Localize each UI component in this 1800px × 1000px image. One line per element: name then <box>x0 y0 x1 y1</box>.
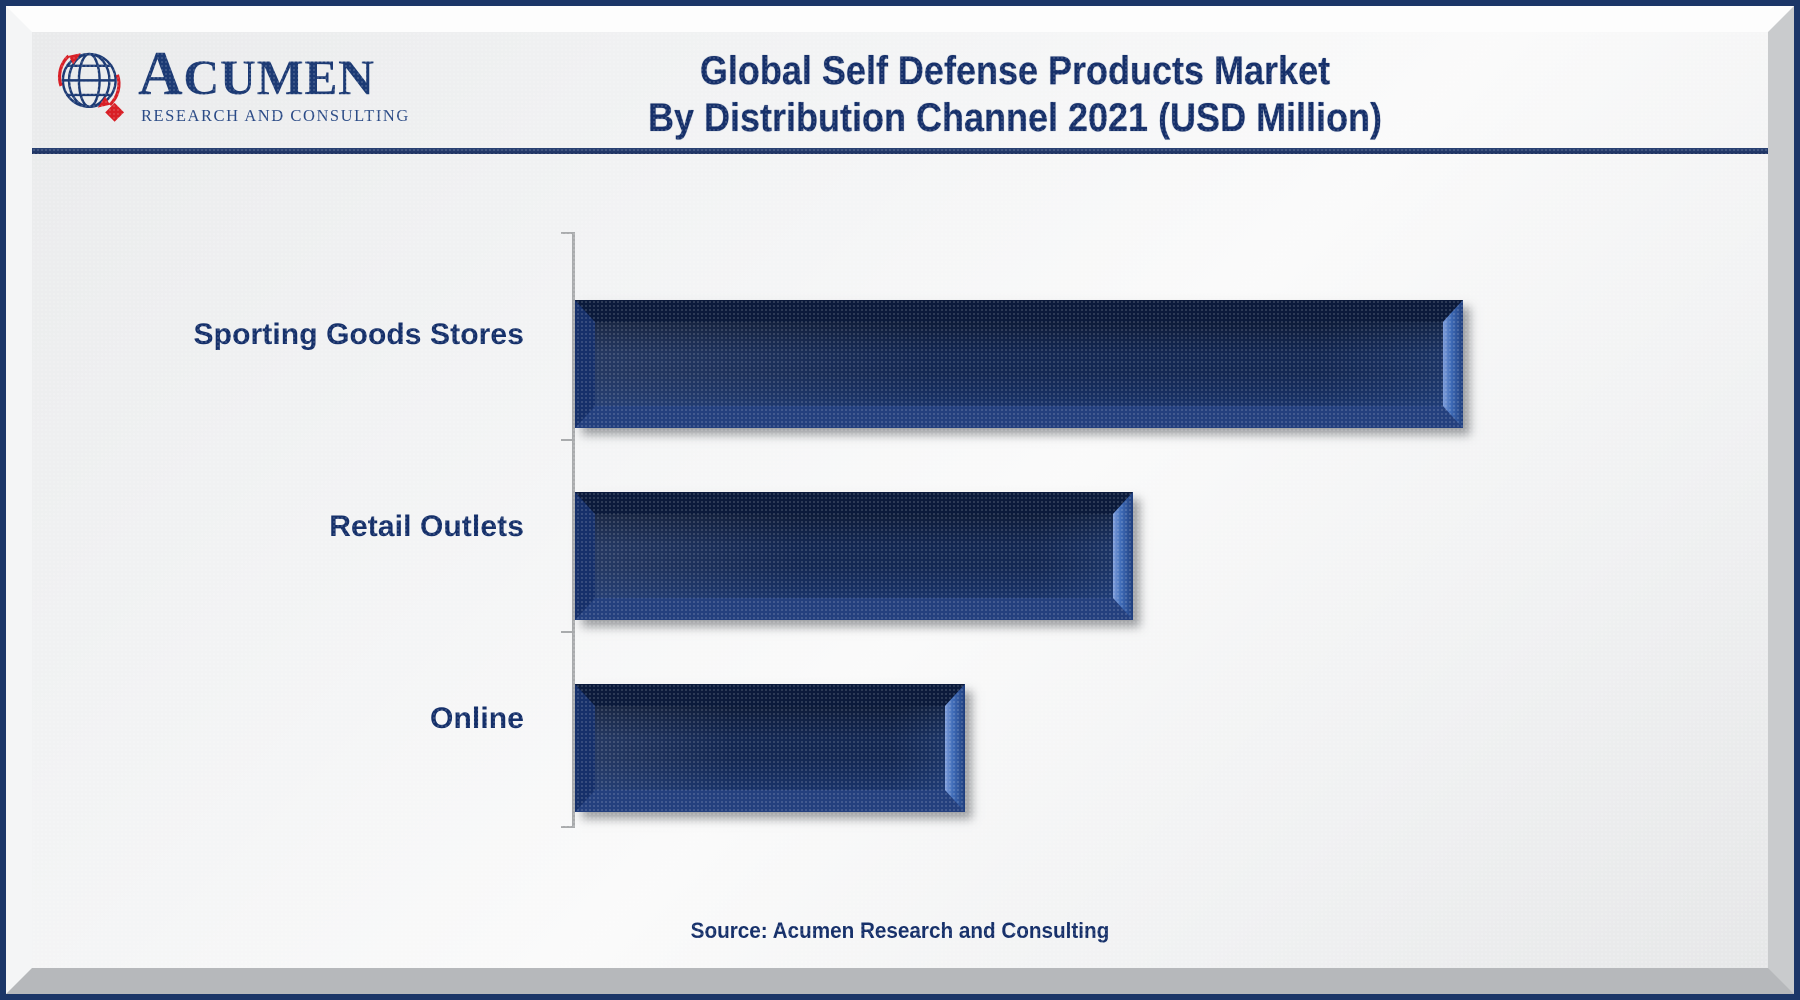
header: ACUMEN RESEARCH AND CONSULTING Global Se… <box>32 32 1768 148</box>
axis-tick <box>561 232 572 234</box>
bar-sporting-goods-stores <box>575 300 1463 428</box>
chart-title: Global Self Defense Products Market By D… <box>647 49 1383 141</box>
bar-fill <box>575 492 1133 620</box>
axis-tick <box>561 826 572 828</box>
bar-fill <box>575 684 965 812</box>
brand-name-initial: A <box>138 40 184 109</box>
brand-wordmark: ACUMEN RESEARCH AND CONSULTING <box>138 43 410 125</box>
plot-area: Sporting Goods Stores Retail Outlets Onl… <box>32 154 1768 968</box>
beveled-frame: ACUMEN RESEARCH AND CONSULTING Global Se… <box>6 6 1794 994</box>
brand-name-rest: CUMEN <box>183 49 375 106</box>
y-axis-line <box>561 232 575 828</box>
globe-icon <box>57 52 125 122</box>
brand-name: ACUMEN <box>138 43 410 106</box>
category-label-online: Online <box>430 702 524 735</box>
bar-retail-outlets <box>575 492 1133 620</box>
category-label-sporting-goods-stores: Sporting Goods Stores <box>193 318 524 351</box>
axis-tick <box>561 439 572 441</box>
chart-canvas: ACUMEN RESEARCH AND CONSULTING Global Se… <box>32 32 1768 968</box>
bar-online <box>575 684 965 812</box>
acumen-logo: ACUMEN RESEARCH AND CONSULTING <box>46 36 408 136</box>
brand-tagline: RESEARCH AND CONSULTING <box>141 105 410 125</box>
category-label-retail-outlets: Retail Outlets <box>329 510 524 543</box>
axis-tick <box>561 631 572 633</box>
header-divider <box>32 148 1768 154</box>
source-note: Source: Acumen Research and Consulting <box>690 918 1110 943</box>
bar-fill <box>575 300 1463 428</box>
